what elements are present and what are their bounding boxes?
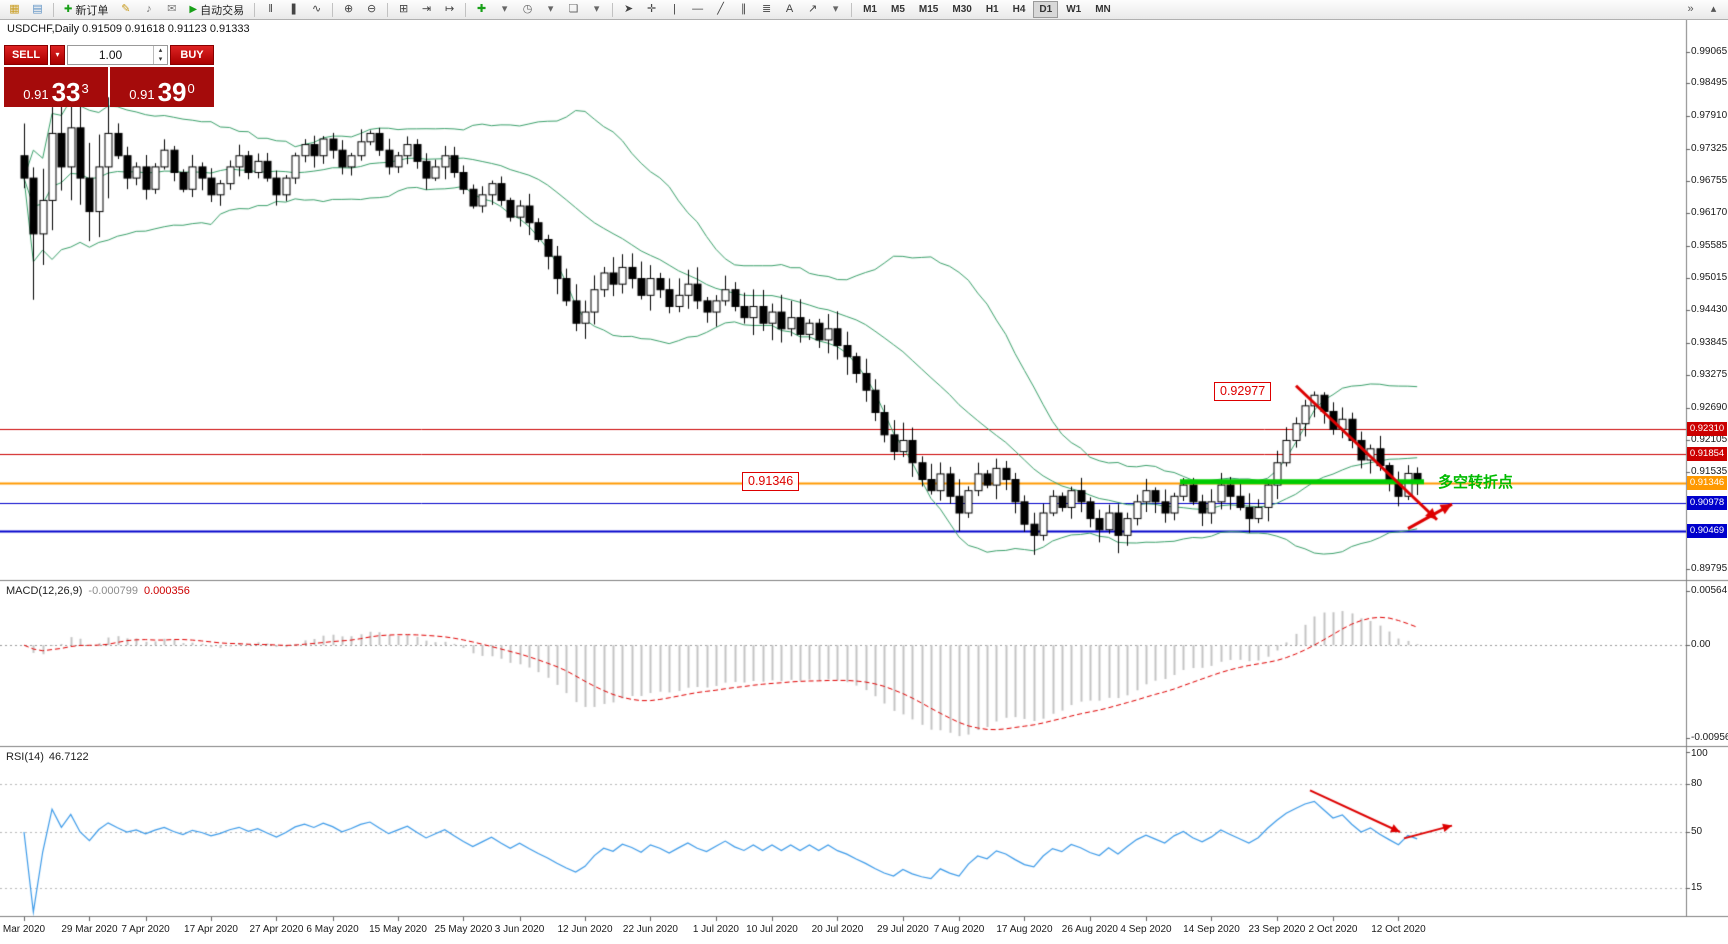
new-order-icon: ✚: [64, 4, 73, 15]
toolbar-separator: [851, 2, 853, 17]
toolbar-separator: [387, 2, 389, 17]
toolbar: ▦ ▤ ✚ 新订单 ✎ ♪ ✉ ▶ 自动交易 ‖ ❚ ∿ ⊕ ⊖ ⊞ ⇥ ↦ ✚ ▾ ◷ ▾ ❏ ▾ ➤ ✛ | — ╱ ∥ ≣ A ↗ ▾ M1…: [0, 0, 1728, 20]
toolbar-separator: [332, 2, 334, 17]
arrows-tool-icon[interactable]: ↗: [807, 2, 818, 15]
sell-price-prefix: 0.91: [23, 87, 49, 102]
tile-windows-icon[interactable]: ⊞: [398, 2, 409, 15]
volume-value: 1.00: [98, 48, 123, 62]
zoom-out-icon[interactable]: ⊖: [366, 2, 377, 15]
timeframe-m5[interactable]: M5: [891, 4, 905, 15]
toolbar-separator: [465, 2, 467, 17]
toolbar-separator: [53, 2, 54, 17]
toolbar-overflow-icon[interactable]: »: [1687, 2, 1694, 15]
chart-profiles-icon[interactable]: ▤: [32, 2, 43, 15]
volume-spinner: ▴ ▾: [153, 46, 167, 64]
cursor-icon[interactable]: ➤: [623, 2, 634, 15]
text-icon[interactable]: A: [785, 2, 794, 15]
periods-dropdown-icon[interactable]: ▾: [547, 2, 554, 15]
bar-chart-icon[interactable]: ‖: [268, 2, 273, 15]
autotrading-button-label: 自动交易: [200, 4, 245, 17]
new-order-button-label: 新订单: [75, 4, 109, 17]
new-order-button[interactable]: ✚ 新订单: [59, 2, 113, 18]
templates-icon[interactable]: ❏: [568, 2, 579, 15]
trade-panel-controls: SELL ▾ 1.00 ▴ ▾ BUY: [4, 45, 214, 65]
metaeditor-icon[interactable]: ✎: [121, 2, 131, 15]
trendline-icon[interactable]: ╱: [717, 2, 724, 15]
shapes-dropdown-icon[interactable]: ▾: [832, 2, 839, 15]
buy-price-big: 39: [157, 77, 187, 107]
timeframe-h4[interactable]: H4: [1012, 4, 1026, 15]
auto-scroll-icon[interactable]: ⇥: [421, 2, 432, 15]
templates-dropdown-icon[interactable]: ▾: [593, 2, 600, 15]
sell-price-big: 33: [51, 77, 81, 107]
sell-price-sup: 3: [81, 81, 89, 96]
sell-button[interactable]: SELL: [4, 45, 48, 65]
timeframe-w1[interactable]: W1: [1066, 4, 1082, 15]
timeframe-h1[interactable]: H1: [985, 4, 999, 15]
timeframe-m30[interactable]: M30: [952, 4, 972, 15]
toolbar-separator: [254, 2, 256, 17]
periods-icon[interactable]: ◷: [522, 2, 533, 15]
horizontal-line-icon[interactable]: —: [692, 2, 704, 15]
buy-price-display[interactable]: 0.91 39 0: [110, 67, 214, 107]
timeframe-m15[interactable]: M15: [918, 4, 939, 15]
mailbox-icon[interactable]: ✉: [167, 2, 177, 15]
channel-icon[interactable]: ∥: [740, 2, 747, 15]
candlestick-chart-icon[interactable]: ❚: [288, 2, 299, 15]
buy-button[interactable]: BUY: [170, 45, 214, 65]
indicators-dropdown-icon[interactable]: ▾: [501, 2, 508, 15]
volume-up-icon[interactable]: ▴: [158, 47, 163, 54]
crosshair-icon[interactable]: ✛: [646, 2, 657, 15]
volume-down-icon[interactable]: ▾: [158, 56, 163, 63]
new-chart-icon[interactable]: ▦: [9, 2, 20, 15]
timeframe-m1[interactable]: M1: [863, 4, 877, 15]
alerts-icon[interactable]: ♪: [146, 2, 152, 15]
zoom-in-icon[interactable]: ⊕: [343, 2, 354, 15]
timeframe-mn[interactable]: MN: [1095, 4, 1111, 15]
volume-input[interactable]: 1.00 ▴ ▾: [67, 45, 168, 65]
vertical-line-icon[interactable]: |: [673, 2, 677, 15]
line-chart-icon[interactable]: ∿: [311, 2, 322, 15]
order-type-dropdown-icon[interactable]: ▾: [50, 45, 65, 65]
trade-panel-prices: 0.91 33 3 0.91 39 0: [4, 67, 214, 107]
fibonacci-icon[interactable]: ≣: [761, 2, 772, 15]
toolbar-collapse-icon[interactable]: ▴: [1710, 2, 1717, 15]
indicators-icon[interactable]: ✚: [476, 2, 487, 15]
buy-price-sup: 0: [187, 81, 195, 96]
one-click-trading-panel: SELL ▾ 1.00 ▴ ▾ BUY 0.91 33 3 0.91 39 0: [4, 45, 214, 107]
toolbar-separator: [612, 2, 614, 17]
autotrading-button[interactable]: ▶ 自动交易: [184, 2, 249, 18]
timeframe-d1[interactable]: D1: [1033, 1, 1059, 18]
chart-shift-icon[interactable]: ↦: [444, 2, 455, 15]
buy-price-prefix: 0.91: [129, 87, 155, 102]
autotrading-icon: ▶: [189, 4, 198, 15]
sell-price-display[interactable]: 0.91 33 3: [4, 67, 108, 107]
